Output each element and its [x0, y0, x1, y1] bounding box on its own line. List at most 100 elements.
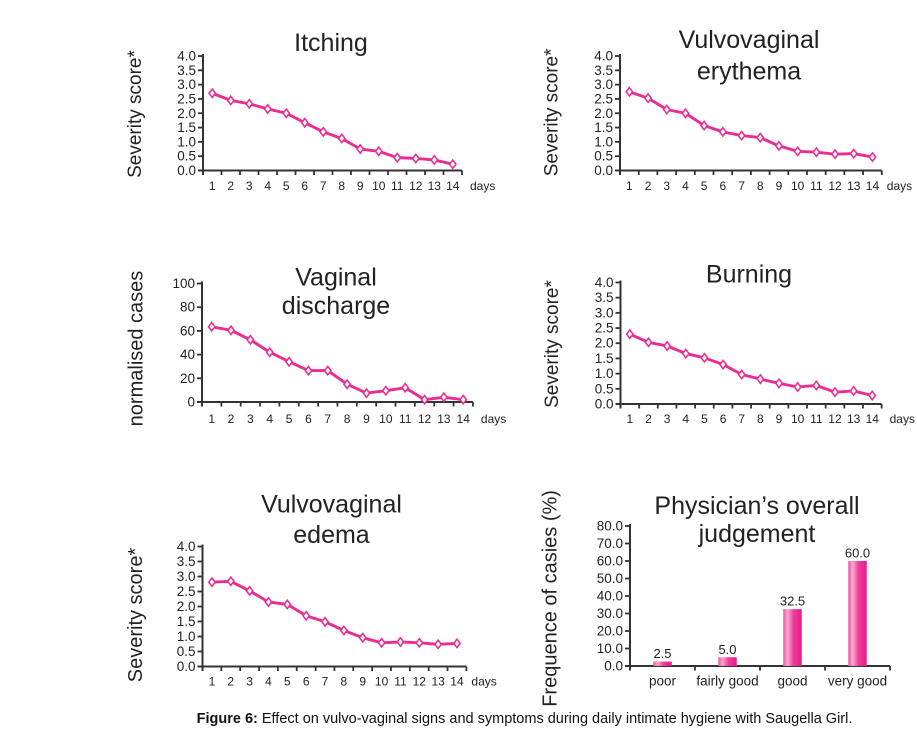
- svg-text:14: 14: [446, 179, 460, 193]
- svg-text:60.0: 60.0: [845, 546, 870, 561]
- svg-text:days: days: [890, 412, 915, 426]
- svg-text:2: 2: [645, 179, 652, 193]
- svg-text:0.5: 0.5: [177, 149, 196, 164]
- svg-text:13: 13: [437, 412, 451, 426]
- svg-text:0.5: 0.5: [594, 149, 613, 164]
- svg-text:4.0: 4.0: [177, 49, 196, 64]
- svg-text:11: 11: [810, 179, 823, 193]
- svg-text:9: 9: [359, 675, 366, 689]
- svg-text:4: 4: [265, 675, 272, 689]
- svg-text:80.0: 80.0: [597, 519, 623, 534]
- svg-text:5: 5: [286, 412, 293, 426]
- svg-text:12: 12: [828, 412, 842, 426]
- svg-text:2.5: 2.5: [177, 584, 196, 599]
- svg-text:0.5: 0.5: [595, 381, 614, 396]
- svg-text:10: 10: [791, 412, 805, 426]
- svg-text:3.5: 3.5: [177, 63, 196, 78]
- svg-text:5: 5: [284, 675, 291, 689]
- svg-text:5: 5: [701, 179, 708, 193]
- svg-text:11: 11: [399, 412, 412, 426]
- svg-text:10: 10: [372, 179, 386, 193]
- svg-text:30.0: 30.0: [597, 606, 623, 621]
- svg-text:11: 11: [810, 412, 823, 426]
- svg-text:6: 6: [305, 412, 312, 426]
- svg-text:1.5: 1.5: [595, 351, 614, 366]
- svg-text:poor: poor: [649, 674, 677, 689]
- svg-text:0.0: 0.0: [177, 163, 196, 178]
- svg-text:Physician’s overall: Physician’s overall: [654, 492, 859, 520]
- svg-text:2.5: 2.5: [594, 91, 613, 106]
- svg-text:13: 13: [847, 412, 861, 426]
- svg-text:1.5: 1.5: [177, 614, 196, 629]
- svg-text:1.0: 1.0: [177, 134, 196, 149]
- svg-text:70.0: 70.0: [597, 536, 623, 551]
- svg-text:9: 9: [776, 412, 783, 426]
- svg-text:7: 7: [320, 179, 327, 193]
- svg-text:8: 8: [757, 179, 764, 193]
- svg-text:1.5: 1.5: [594, 120, 613, 135]
- svg-text:Itching: Itching: [294, 29, 368, 57]
- svg-text:80: 80: [180, 300, 195, 315]
- svg-text:2: 2: [228, 412, 235, 426]
- svg-text:2.0: 2.0: [177, 106, 196, 121]
- svg-text:6: 6: [720, 412, 727, 426]
- svg-text:40.0: 40.0: [597, 589, 623, 604]
- svg-text:1: 1: [626, 179, 633, 193]
- svg-text:40: 40: [180, 347, 195, 362]
- svg-text:50.0: 50.0: [597, 571, 623, 586]
- svg-text:3: 3: [246, 675, 253, 689]
- svg-text:6: 6: [301, 179, 308, 193]
- svg-text:days: days: [481, 412, 506, 426]
- svg-text:9: 9: [363, 412, 370, 426]
- svg-text:0.0: 0.0: [177, 659, 196, 674]
- svg-text:3.5: 3.5: [595, 290, 614, 305]
- svg-text:9: 9: [776, 179, 783, 193]
- svg-text:Vaginal: Vaginal: [295, 264, 377, 292]
- svg-text:good: good: [777, 674, 807, 689]
- svg-text:13: 13: [428, 179, 442, 193]
- svg-text:10: 10: [791, 179, 805, 193]
- svg-text:8: 8: [344, 412, 351, 426]
- svg-text:3.5: 3.5: [177, 554, 196, 569]
- svg-text:erythema: erythema: [697, 58, 801, 86]
- svg-text:3: 3: [664, 412, 671, 426]
- svg-text:Vulvovaginal: Vulvovaginal: [261, 491, 402, 519]
- svg-text:fairly good: fairly good: [696, 674, 758, 689]
- svg-text:14: 14: [866, 412, 880, 426]
- svg-text:2.0: 2.0: [177, 599, 196, 614]
- svg-text:13: 13: [431, 675, 445, 689]
- svg-text:20.0: 20.0: [597, 624, 623, 639]
- svg-text:Severity score*: Severity score*: [542, 48, 563, 176]
- svg-text:1.5: 1.5: [177, 120, 196, 135]
- svg-text:8: 8: [341, 675, 348, 689]
- svg-text:7: 7: [738, 179, 745, 193]
- svg-text:0.0: 0.0: [595, 397, 614, 412]
- svg-text:5: 5: [283, 179, 290, 193]
- svg-text:4: 4: [682, 412, 689, 426]
- svg-text:12: 12: [409, 179, 423, 193]
- svg-text:1.0: 1.0: [595, 366, 614, 381]
- svg-text:Severity score*: Severity score*: [125, 50, 146, 178]
- svg-text:12: 12: [418, 412, 432, 426]
- svg-text:4: 4: [682, 179, 689, 193]
- svg-text:100: 100: [172, 276, 195, 291]
- svg-text:1.0: 1.0: [177, 629, 196, 644]
- svg-text:60.0: 60.0: [597, 554, 623, 569]
- svg-text:8: 8: [338, 179, 345, 193]
- svg-text:Vulvovaginal: Vulvovaginal: [679, 26, 820, 54]
- svg-text:5.0: 5.0: [718, 642, 736, 657]
- svg-text:10.0: 10.0: [597, 641, 623, 656]
- svg-text:7: 7: [738, 412, 745, 426]
- svg-text:edema: edema: [293, 521, 370, 549]
- svg-text:1: 1: [208, 412, 215, 426]
- svg-text:Frequence of casies (%): Frequence of casies (%): [540, 490, 562, 707]
- svg-text:7: 7: [324, 412, 331, 426]
- svg-text:4.0: 4.0: [595, 275, 614, 290]
- svg-text:6: 6: [303, 675, 310, 689]
- svg-text:4: 4: [266, 412, 273, 426]
- svg-text:6: 6: [720, 179, 727, 193]
- svg-text:3: 3: [246, 179, 253, 193]
- svg-text:4.0: 4.0: [594, 49, 613, 64]
- svg-text:8: 8: [757, 412, 764, 426]
- svg-text:1: 1: [209, 179, 216, 193]
